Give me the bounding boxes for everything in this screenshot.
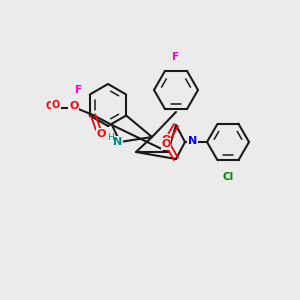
Text: O: O	[52, 100, 60, 110]
Text: O: O	[96, 129, 106, 139]
Text: Cl: Cl	[222, 172, 234, 182]
Text: O: O	[46, 101, 54, 111]
Text: N: N	[188, 136, 197, 146]
Text: N: N	[113, 137, 123, 147]
Text: O: O	[68, 104, 78, 114]
Text: O: O	[161, 135, 171, 145]
Text: F: F	[172, 52, 180, 62]
Text: O: O	[161, 139, 171, 149]
Text: O: O	[69, 101, 79, 111]
Text: F: F	[76, 85, 82, 95]
Text: H: H	[106, 133, 113, 142]
